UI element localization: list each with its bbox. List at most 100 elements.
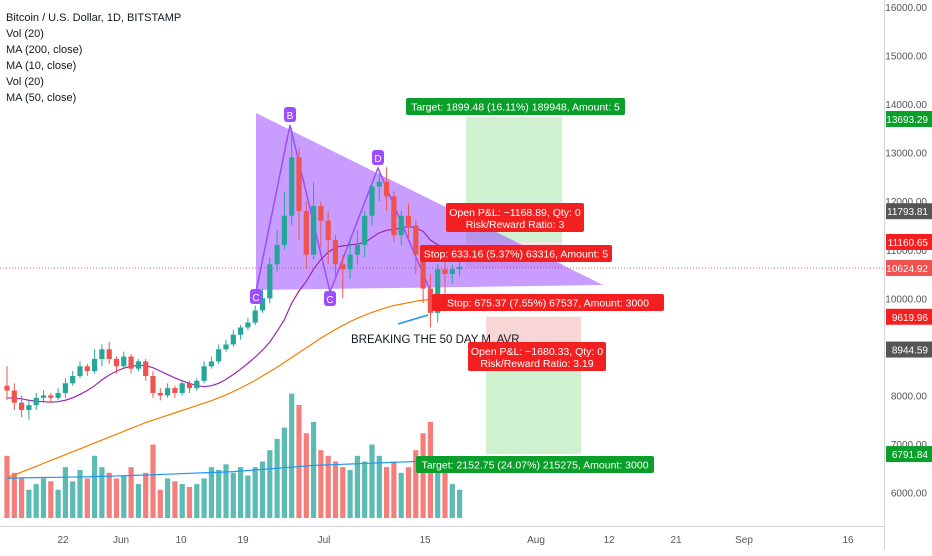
volume-bar (435, 467, 441, 518)
candle-body (99, 349, 105, 359)
time-axis-canvas: 22 Jun 10 19 Jul 15 Aug 12 21 Sep 16 (57, 535, 854, 546)
x-tick-label: Aug (527, 535, 545, 546)
volume-bar (267, 450, 273, 518)
x-tick-label: 22 (57, 535, 69, 546)
y-tick-label: 16000.00 (885, 3, 927, 14)
price-label: 13693.29 (886, 115, 928, 126)
candle-body (427, 288, 433, 313)
volume-bar (11, 472, 17, 518)
y-tick-label: 12000.00 (885, 197, 927, 208)
candle-body (384, 181, 390, 197)
candle-body (179, 383, 185, 393)
volume-bar (33, 484, 39, 518)
candle-body (238, 327, 244, 335)
candle-body (165, 388, 171, 396)
y-tick-label: 14000.00 (885, 100, 927, 111)
long-pnl-box: Open P&L: −1680.33, Qty: 0 (471, 346, 603, 358)
x-tick-label: Sep (735, 535, 753, 546)
price-axis[interactable]: 6000.007000.008000.009000.0010000.001100… (884, 0, 932, 550)
price-label-box (886, 233, 932, 250)
point-c-label: C (326, 295, 333, 306)
volume-bar (369, 444, 375, 518)
short-stop-label-box (420, 245, 612, 262)
volume-bar (398, 472, 404, 518)
volume-bar (186, 486, 193, 518)
chart-legend: Bitcoin / U.S. Dollar, 1D, BITSTAMP Vol … (6, 10, 181, 106)
volume-bar (150, 444, 156, 518)
short-pnl-box-box (446, 203, 584, 232)
y-tick-label: 6000.00 (891, 489, 928, 500)
volume-bar (347, 469, 353, 518)
volume-bar (135, 484, 141, 518)
candle-body (84, 366, 90, 372)
volume-ma-polyline (6, 459, 460, 480)
candle-body (186, 383, 193, 389)
price-label: 6791.84 (892, 450, 929, 461)
volume-bar (442, 472, 448, 518)
candle-body (245, 322, 251, 328)
volume-bar (48, 481, 54, 518)
candle-body (340, 264, 346, 270)
candle-body (216, 349, 222, 362)
candle-body (267, 264, 273, 299)
volume-bar (245, 475, 251, 518)
y-tick-label: 10000.00 (885, 294, 927, 305)
time-axis[interactable]: 22 Jun 10 19 Jul 15 Aug 12 21 Sep 16 (0, 526, 884, 551)
ma10-line (6, 225, 460, 403)
x-tick-label: 19 (237, 535, 249, 546)
x-tick-label: 10 (175, 535, 187, 546)
volume-bar (384, 467, 390, 518)
candle-body (303, 210, 309, 255)
price-label-box (886, 446, 932, 463)
candle-body (55, 392, 61, 398)
volume-bar (281, 427, 287, 518)
y-tick-label: 11000.00 (886, 246, 927, 257)
candle-body (70, 375, 76, 384)
candle-body (259, 298, 266, 311)
legend-line: MA (10, close) (6, 60, 77, 72)
point-d-label-badge (372, 150, 384, 165)
long-rr-label: Risk/Reward Ratio: 3.19 (480, 358, 593, 370)
candle-body (223, 344, 229, 350)
volume-bar (259, 461, 266, 518)
x-tick-label: 21 (670, 535, 682, 546)
candle-body (435, 269, 441, 313)
volume-bar (216, 469, 222, 518)
candle-body (143, 361, 149, 376)
candle-body (230, 334, 236, 345)
short-target-label-box (406, 98, 625, 115)
candle-body (77, 366, 83, 376)
volume-bar (332, 461, 339, 518)
volume-bar (194, 484, 200, 518)
y-tick-label: 13000.00 (885, 149, 927, 160)
candle-body (62, 383, 68, 393)
y-tick-label: 7000.00 (891, 440, 928, 451)
y-tick-label: 8000.00 (891, 391, 928, 402)
price-label-box (886, 308, 932, 325)
x-tick-label: 15 (419, 535, 431, 546)
price-axis-canvas: 6000.007000.008000.009000.0010000.001100… (885, 3, 932, 500)
candle-body (318, 206, 324, 221)
volume-bar (296, 404, 302, 518)
volume-bar (376, 455, 382, 518)
candle-body (92, 358, 98, 372)
point-b-label-badge (284, 107, 296, 122)
candle-body (172, 388, 178, 393)
volume-bar (201, 478, 207, 518)
legend-line: MA (200, close) (6, 44, 83, 56)
volume-bar (318, 450, 324, 518)
point-a-label-badge (250, 289, 262, 304)
volume-bar (223, 464, 229, 518)
long-target-label-box (416, 456, 654, 473)
candle-body (391, 196, 397, 236)
candle-body (369, 186, 375, 216)
price-label-box (886, 203, 932, 220)
volume-bar (354, 455, 360, 518)
candle-body (311, 206, 317, 255)
candle-body (157, 392, 163, 396)
volume-bar (106, 472, 112, 518)
short-stop-label: Stop: 633.16 (5.37%) 63316, Amount: 5 (424, 249, 609, 261)
